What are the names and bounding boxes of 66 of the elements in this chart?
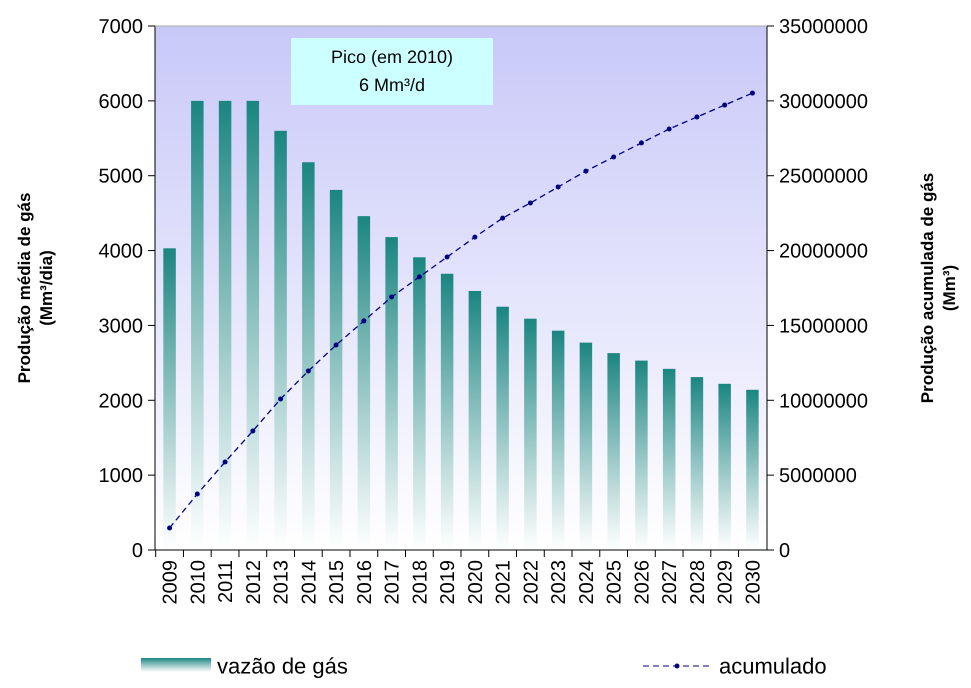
point bbox=[722, 102, 728, 108]
x-tick-label: 2014 bbox=[298, 560, 320, 604]
x-tick-label: 2020 bbox=[464, 560, 487, 604]
x-tick-label: 2016 bbox=[354, 560, 376, 604]
y-tick-label: 2000 bbox=[98, 390, 143, 412]
point bbox=[638, 140, 644, 146]
annotation: Pico (em 2010) 6 Mm³/d bbox=[330, 47, 454, 95]
x-tick-label: 2009 bbox=[160, 560, 182, 604]
point bbox=[444, 254, 450, 260]
point bbox=[611, 154, 616, 160]
x-tick-label: 2022 bbox=[520, 560, 542, 604]
y2-tick-label: 30000000 bbox=[779, 90, 868, 113]
point bbox=[361, 318, 366, 324]
x-tick-label: 2013 bbox=[270, 560, 293, 604]
point bbox=[416, 274, 422, 280]
x-tick-label: 2028 bbox=[686, 560, 709, 604]
x-tick-label: 2012 bbox=[242, 560, 265, 604]
y-axis-title: Produção média de gás (Mm³/dia) bbox=[15, 192, 56, 384]
y2-axis-title: Produção acumulada de gás (Mm³) bbox=[918, 172, 959, 404]
point bbox=[194, 492, 200, 497]
x-tick-label: 2023 bbox=[548, 560, 570, 604]
point bbox=[306, 368, 311, 374]
y-tick-label: 6000 bbox=[98, 90, 143, 113]
point bbox=[528, 200, 533, 206]
legend-label: acumulado bbox=[719, 654, 827, 679]
legend-label: vazão de gás bbox=[217, 654, 348, 679]
point bbox=[556, 184, 561, 190]
x-tick-label: 2010 bbox=[187, 560, 210, 604]
point bbox=[583, 168, 588, 174]
x-tick-label: 2018 bbox=[409, 560, 432, 604]
x-tick-label: 2029 bbox=[714, 560, 737, 604]
point bbox=[250, 428, 256, 434]
y2-tick-label: 25000000 bbox=[779, 166, 868, 188]
x-tick-label: 2017 bbox=[382, 560, 404, 604]
x-tick-label: 2021 bbox=[492, 560, 515, 604]
x-tick-label: 2026 bbox=[631, 560, 654, 604]
x-tick-label: 2027 bbox=[659, 560, 682, 604]
x-tick-label: 2030 bbox=[742, 560, 764, 604]
point bbox=[167, 525, 172, 530]
y2-tick-label: 20000000 bbox=[779, 240, 868, 263]
note-box: Pico (em 2010) 6 Mm³/d bbox=[291, 38, 493, 105]
point bbox=[500, 216, 506, 221]
point bbox=[334, 342, 339, 348]
y-tick-label: 5000 bbox=[98, 166, 143, 188]
y-tick-label: 1000 bbox=[98, 465, 143, 488]
point bbox=[666, 126, 672, 132]
y2-tick-label: 35000000 bbox=[779, 16, 868, 38]
y-tick-label: 0 bbox=[132, 540, 143, 562]
x-tick-label: 2024 bbox=[576, 560, 598, 604]
point bbox=[472, 234, 478, 240]
y-tick-label: 3000 bbox=[98, 315, 143, 338]
x-tick-label: 2025 bbox=[604, 560, 626, 604]
point bbox=[278, 396, 284, 402]
y-tick-label: 4000 bbox=[98, 240, 143, 263]
y2-tick-label: 10000000 bbox=[779, 390, 868, 412]
point bbox=[222, 459, 228, 464]
point bbox=[694, 114, 700, 120]
point bbox=[389, 294, 394, 300]
y2-tick-label: 5000000 bbox=[779, 465, 857, 488]
y2-tick-label: 0 bbox=[779, 540, 790, 562]
x-tick-label: 2015 bbox=[326, 560, 348, 604]
y-tick-label: 7000 bbox=[98, 16, 143, 38]
x-tick-label: 2019 bbox=[437, 560, 460, 604]
point bbox=[750, 90, 755, 96]
x-tick-label: 2011 bbox=[215, 560, 238, 604]
y2-tick-label: 15000000 bbox=[779, 315, 868, 338]
